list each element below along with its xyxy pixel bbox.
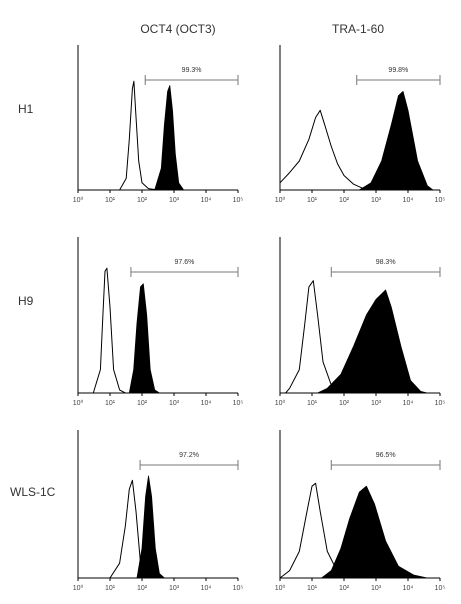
x-tick-label: 10⁵ [435, 197, 446, 204]
gate-label: 97.2% [179, 452, 199, 459]
x-tick-label: 10⁰ [73, 196, 84, 204]
x-tick-label: 10² [137, 400, 148, 407]
x-tick-label: 10⁵ [233, 400, 244, 407]
filled-histogram [358, 91, 434, 191]
x-tick-label: 10² [339, 197, 350, 204]
filled-histogram [136, 475, 165, 579]
x-tick-label: 10⁰ [73, 399, 84, 407]
row-label: H1 [18, 102, 34, 116]
x-tick-label: 10¹ [307, 400, 318, 407]
x-tick-label: 10¹ [307, 197, 318, 204]
filled-histogram [154, 85, 184, 191]
x-tick-label: 10¹ [307, 585, 318, 592]
x-tick-label: 10⁰ [275, 399, 286, 407]
x-tick-label: 10⁴ [201, 197, 212, 204]
column-title: OCT4 (OCT3) [140, 22, 215, 36]
gate-label: 99.3% [182, 67, 202, 74]
x-tick-label: 10³ [371, 197, 382, 204]
gate-label: 99.8% [388, 67, 408, 74]
filled-histogram [128, 283, 160, 394]
x-tick-label: 10⁴ [201, 400, 212, 407]
x-tick-label: 10⁰ [275, 584, 286, 592]
filled-histogram [321, 485, 428, 579]
x-tick-label: 10¹ [105, 400, 116, 407]
x-tick-label: 10¹ [105, 585, 116, 592]
x-tick-label: 10² [339, 400, 350, 407]
filled-histogram [317, 289, 428, 394]
open-histogram [92, 267, 126, 394]
x-tick-label: 10⁴ [403, 197, 414, 204]
gate-label: 96.5% [376, 452, 396, 459]
x-tick-label: 10² [339, 585, 350, 592]
row-label: H9 [18, 294, 34, 308]
x-tick-label: 10² [137, 585, 148, 592]
open-histogram [279, 109, 377, 191]
gate-label: 97.6% [175, 259, 195, 266]
row-label: WLS-1C [10, 485, 56, 499]
x-tick-label: 10³ [169, 585, 180, 592]
x-tick-label: 10³ [169, 197, 180, 204]
x-tick-label: 10³ [371, 400, 382, 407]
x-tick-label: 10³ [371, 585, 382, 592]
x-tick-label: 10⁵ [435, 400, 446, 407]
open-histogram [119, 80, 159, 191]
x-tick-label: 10² [137, 197, 148, 204]
gate-label: 98.3% [376, 259, 396, 266]
x-tick-label: 10⁴ [403, 585, 414, 592]
x-tick-label: 10⁰ [275, 196, 286, 204]
x-tick-label: 10⁵ [233, 585, 244, 592]
x-tick-label: 10¹ [105, 197, 116, 204]
x-tick-label: 10³ [169, 400, 180, 407]
x-tick-label: 10⁵ [435, 585, 446, 592]
x-tick-label: 10⁴ [201, 585, 212, 592]
x-tick-label: 10⁰ [73, 584, 84, 592]
x-tick-label: 10⁴ [403, 400, 414, 407]
column-title: TRA-1-60 [332, 22, 384, 36]
x-tick-label: 10⁵ [233, 197, 244, 204]
